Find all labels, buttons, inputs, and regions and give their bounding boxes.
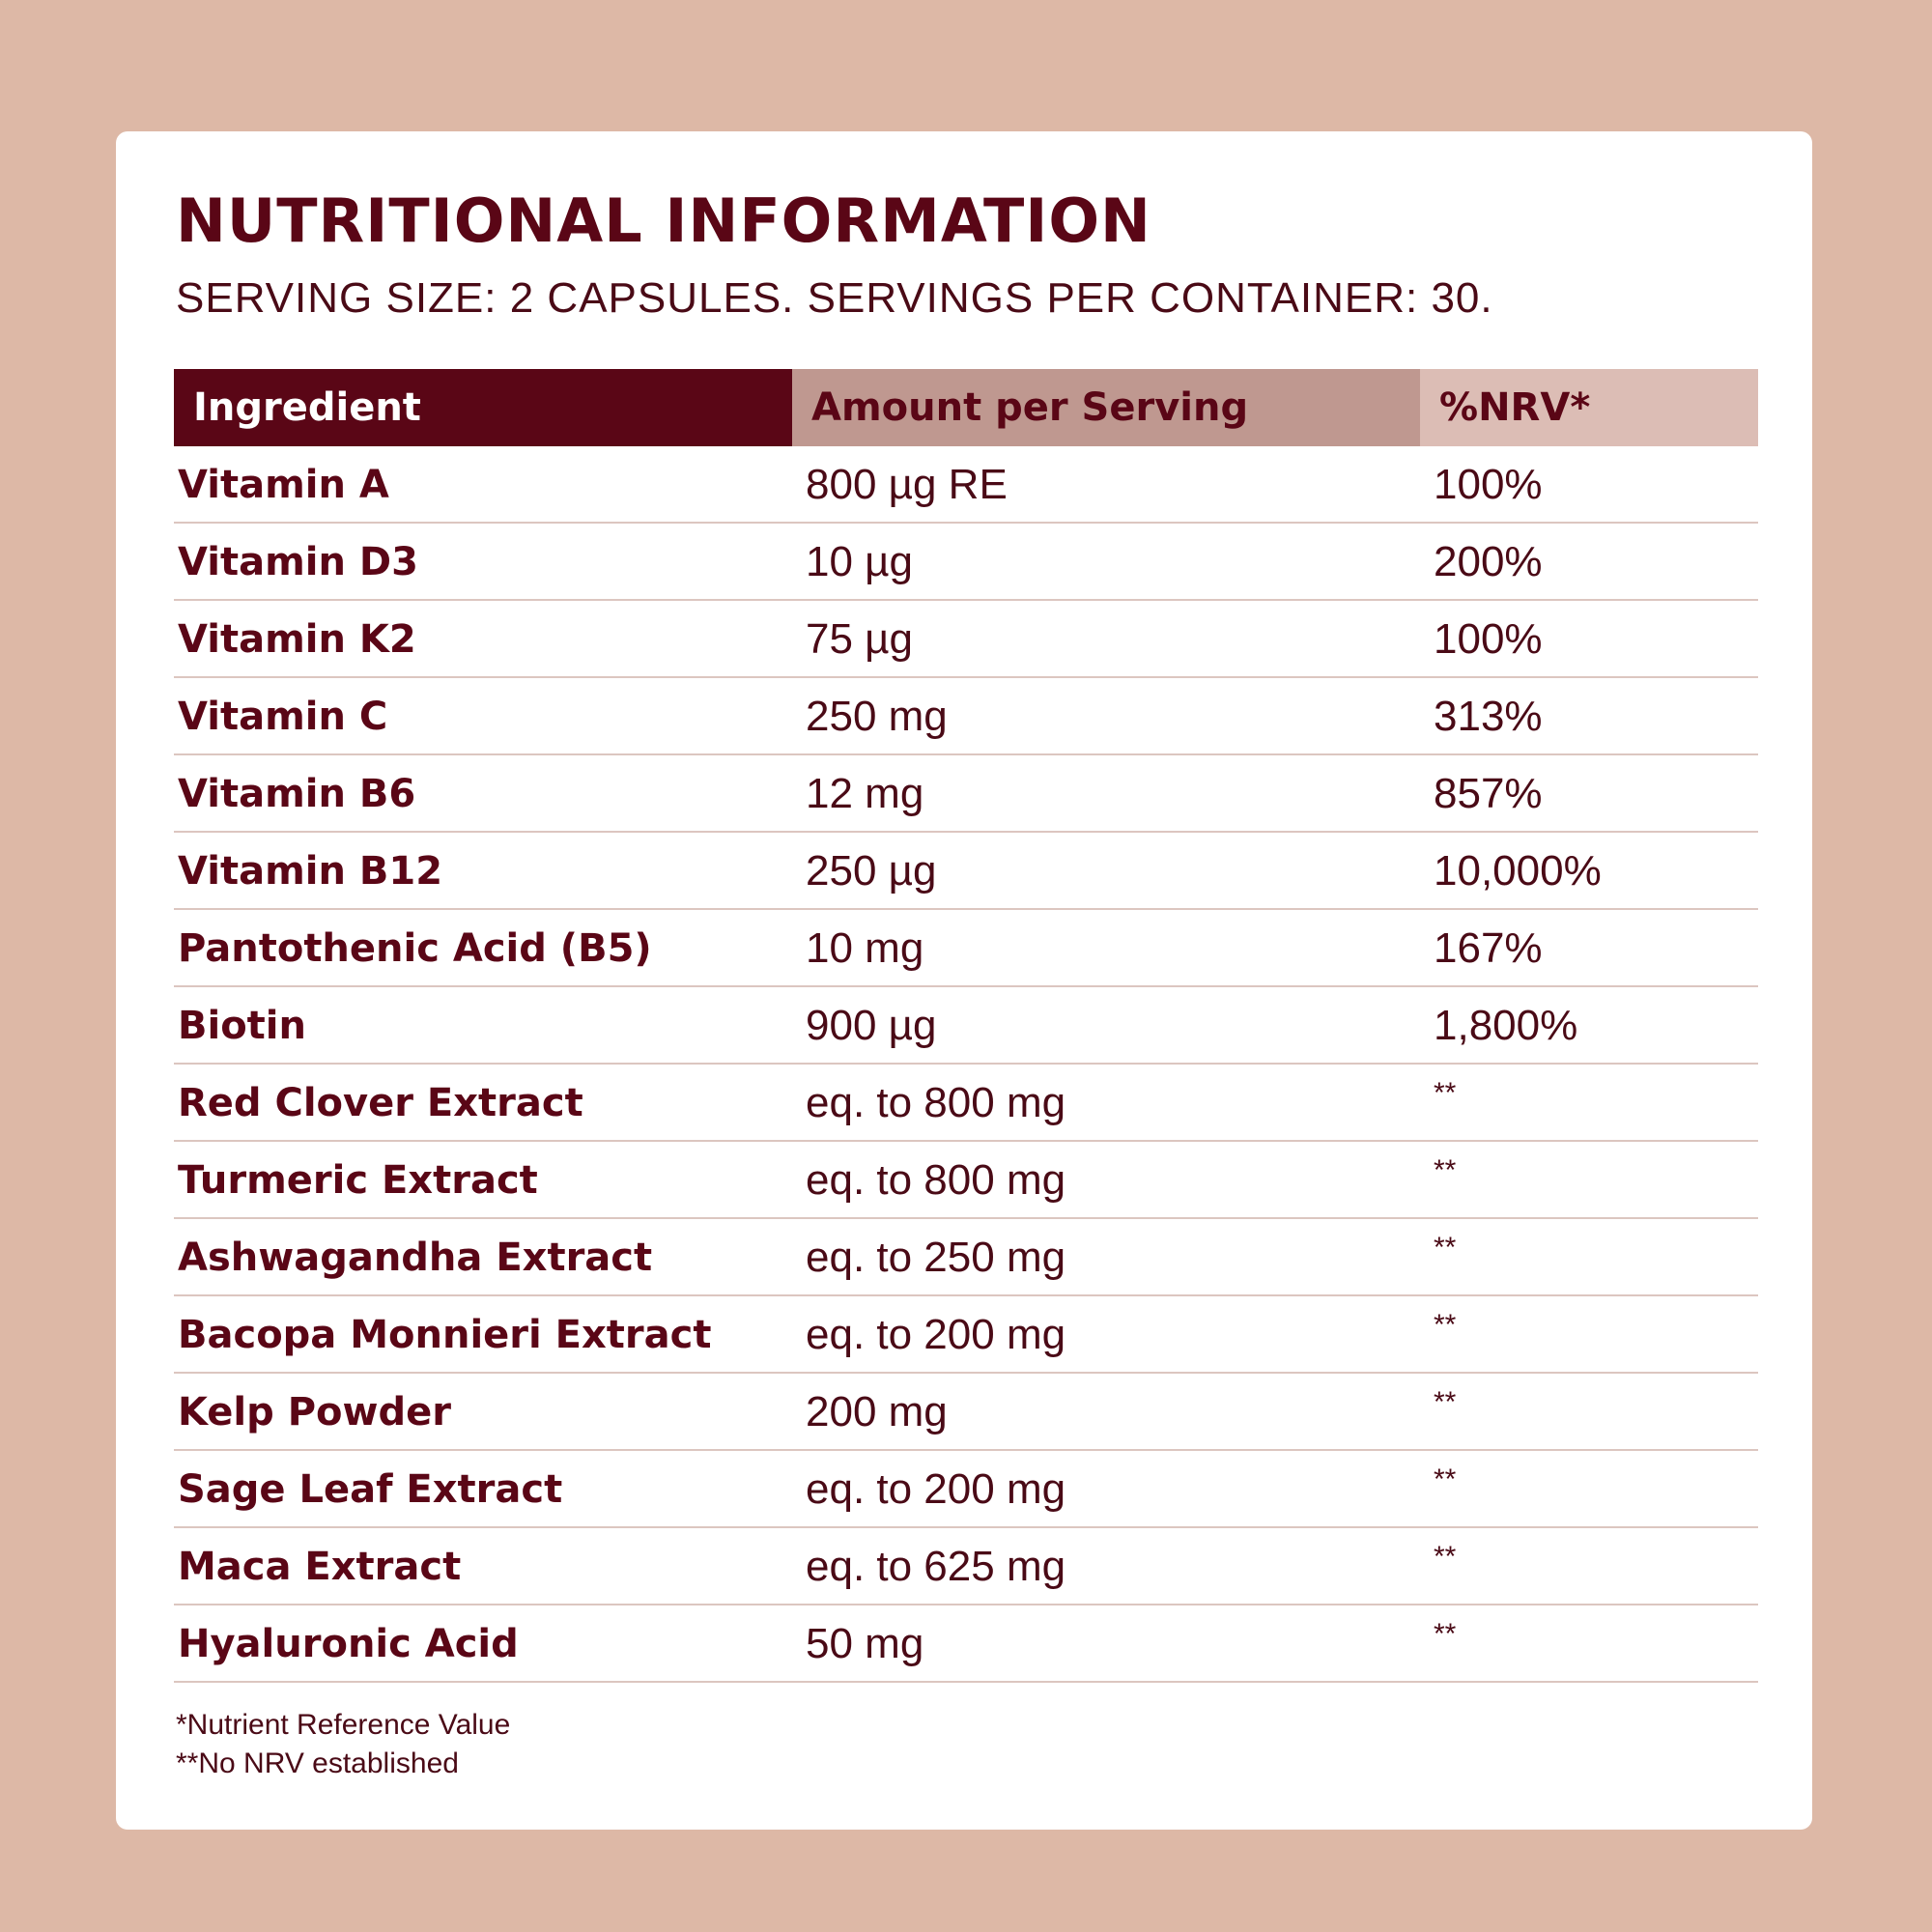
ingredient-cell: Vitamin B12 [178, 849, 443, 894]
header-amount: Amount per Serving [792, 369, 1420, 446]
ingredient-cell: Vitamin K2 [178, 617, 416, 662]
table-header: Ingredient Amount per Serving %NRV* [174, 369, 1758, 446]
table-row: Kelp Powder 200 mg ** [174, 1374, 1758, 1451]
serving-info: SERVING SIZE: 2 CAPSULES. SERVINGS PER C… [176, 274, 1493, 322]
ingredient-cell: Hyaluronic Acid [178, 1622, 519, 1666]
nrv-cell: 200% [1434, 538, 1543, 585]
amount-cell: eq. to 200 mg [806, 1311, 1066, 1358]
nrv-cell: 100% [1434, 615, 1543, 663]
nutrition-table: Ingredient Amount per Serving %NRV* Vita… [174, 369, 1758, 1683]
header-ingredient: Ingredient [174, 369, 792, 446]
table-row: Biotin 900 µg 1,800% [174, 987, 1758, 1065]
table-row: Turmeric Extract eq. to 800 mg ** [174, 1142, 1758, 1219]
amount-cell: 75 µg [806, 615, 913, 663]
ingredient-cell: Sage Leaf Extract [178, 1467, 563, 1512]
nrv-cell: ** [1434, 1154, 1457, 1186]
amount-cell: 10 mg [806, 924, 924, 972]
nrv-cell: ** [1434, 1463, 1457, 1495]
amount-cell: 50 mg [806, 1620, 924, 1667]
page-title: NUTRITIONAL INFORMATION [176, 185, 1151, 256]
table-row: Maca Extract eq. to 625 mg ** [174, 1528, 1758, 1605]
table-row: Vitamin A 800 µg RE 100% [174, 446, 1758, 524]
table-row: Hyaluronic Acid 50 mg ** [174, 1605, 1758, 1683]
ingredient-cell: Vitamin D3 [178, 540, 418, 584]
ingredient-cell: Vitamin A [178, 463, 389, 507]
nrv-cell: ** [1434, 1618, 1457, 1650]
table-row: Bacopa Monnieri Extract eq. to 200 mg ** [174, 1296, 1758, 1374]
amount-cell: 250 mg [806, 693, 948, 740]
table-row: Vitamin D3 10 µg 200% [174, 524, 1758, 601]
nrv-cell: ** [1434, 1386, 1457, 1418]
ingredient-cell: Bacopa Monnieri Extract [178, 1313, 712, 1357]
amount-cell: eq. to 625 mg [806, 1543, 1066, 1590]
table-row: Vitamin B6 12 mg 857% [174, 755, 1758, 833]
nrv-cell: 167% [1434, 924, 1543, 972]
nrv-cell: ** [1434, 1541, 1457, 1573]
amount-cell: eq. to 800 mg [806, 1079, 1066, 1126]
ingredient-cell: Vitamin C [178, 695, 388, 739]
footnotes: *Nutrient Reference Value **No NRV estab… [176, 1706, 510, 1783]
table-row: Pantothenic Acid (B5) 10 mg 167% [174, 910, 1758, 987]
amount-cell: eq. to 250 mg [806, 1234, 1066, 1281]
footnote-no-nrv: **No NRV established [176, 1747, 459, 1779]
amount-cell: 10 µg [806, 538, 913, 585]
amount-cell: 900 µg [806, 1002, 937, 1049]
amount-cell: eq. to 800 mg [806, 1156, 1066, 1204]
nrv-cell: 857% [1434, 770, 1543, 817]
amount-cell: 800 µg RE [806, 461, 1008, 508]
amount-cell: 12 mg [806, 770, 924, 817]
ingredient-cell: Vitamin B6 [178, 772, 416, 816]
table-row: Vitamin C 250 mg 313% [174, 678, 1758, 755]
table-row: Red Clover Extract eq. to 800 mg ** [174, 1065, 1758, 1142]
nrv-cell: ** [1434, 1077, 1457, 1109]
ingredient-cell: Maca Extract [178, 1545, 462, 1589]
ingredient-cell: Turmeric Extract [178, 1158, 538, 1203]
table-row: Vitamin K2 75 µg 100% [174, 601, 1758, 678]
amount-cell: 200 mg [806, 1388, 948, 1435]
nutrition-card: NUTRITIONAL INFORMATION SERVING SIZE: 2 … [116, 131, 1812, 1830]
amount-cell: 250 µg [806, 847, 937, 895]
nrv-cell: 10,000% [1434, 847, 1602, 895]
ingredient-cell: Red Clover Extract [178, 1081, 583, 1125]
ingredient-cell: Pantothenic Acid (B5) [178, 926, 652, 971]
ingredient-cell: Biotin [178, 1004, 306, 1048]
nrv-cell: 100% [1434, 461, 1543, 508]
nrv-cell: ** [1434, 1309, 1457, 1341]
nrv-cell: 313% [1434, 693, 1543, 740]
table-row: Ashwagandha Extract eq. to 250 mg ** [174, 1219, 1758, 1296]
header-nrv: %NRV* [1420, 369, 1758, 446]
nrv-cell: ** [1434, 1232, 1457, 1264]
table-row: Vitamin B12 250 µg 10,000% [174, 833, 1758, 910]
footnote-nrv: *Nutrient Reference Value [176, 1709, 511, 1741]
ingredient-cell: Kelp Powder [178, 1390, 451, 1435]
amount-cell: eq. to 200 mg [806, 1465, 1066, 1513]
table-row: Sage Leaf Extract eq. to 200 mg ** [174, 1451, 1758, 1528]
ingredient-cell: Ashwagandha Extract [178, 1236, 653, 1280]
nrv-cell: 1,800% [1434, 1002, 1578, 1049]
